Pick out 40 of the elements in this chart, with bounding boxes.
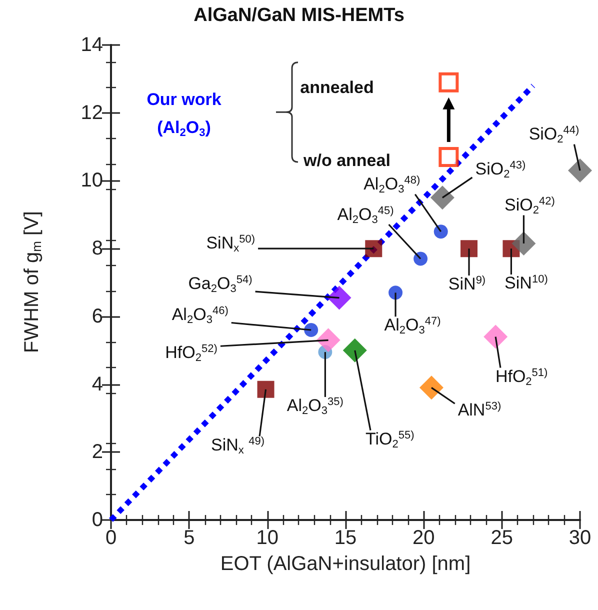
point <box>414 252 428 266</box>
annotation: AlN$^{53)}$ <box>458 400 502 420</box>
x-tick-label: 30 <box>568 527 592 549</box>
point <box>419 376 444 400</box>
point <box>438 146 459 167</box>
point <box>430 186 454 210</box>
point <box>438 72 459 92</box>
x-tick-label: 15 <box>334 527 357 549</box>
point <box>257 380 274 398</box>
annotation: SiN$^{9)}$ <box>448 274 486 294</box>
annotation: annealed <box>300 78 374 97</box>
y-tick-label: 4 <box>92 373 103 396</box>
y-tick-label: 8 <box>92 238 103 260</box>
y-tick-label: 2 <box>92 441 103 464</box>
annotation: w/o anneal <box>302 151 390 170</box>
annotation: Our work (Al$_{2}$O$_{3}$) <box>146 90 222 139</box>
point <box>316 328 340 352</box>
point <box>568 158 592 183</box>
point <box>434 224 448 239</box>
y-tick-label: 10 <box>80 170 103 192</box>
x-tick-label: 0 <box>105 527 117 549</box>
point <box>512 231 536 256</box>
y-tick-label: 6 <box>92 305 103 328</box>
point <box>484 324 508 349</box>
point <box>304 323 318 337</box>
x-tick-label: 5 <box>184 527 195 549</box>
x-tick-label: 20 <box>412 527 435 549</box>
y-tick-label: 0 <box>92 509 103 531</box>
point <box>342 338 367 362</box>
x-axis-title: EOT (AlGaN+insulator) [nm] <box>220 553 471 575</box>
point <box>388 286 403 300</box>
point <box>365 240 382 258</box>
point <box>327 286 352 310</box>
chart-title: AlGaN/GaN MIS-HEMTs <box>194 5 404 26</box>
y-tick-label: 12 <box>80 102 103 124</box>
x-tick-label: 10 <box>256 527 278 549</box>
point <box>460 240 478 258</box>
y-tick-label: 14 <box>80 34 103 56</box>
annotation: SiN$^{10)}$ <box>504 274 548 293</box>
x-tick-label: 25 <box>490 527 513 549</box>
